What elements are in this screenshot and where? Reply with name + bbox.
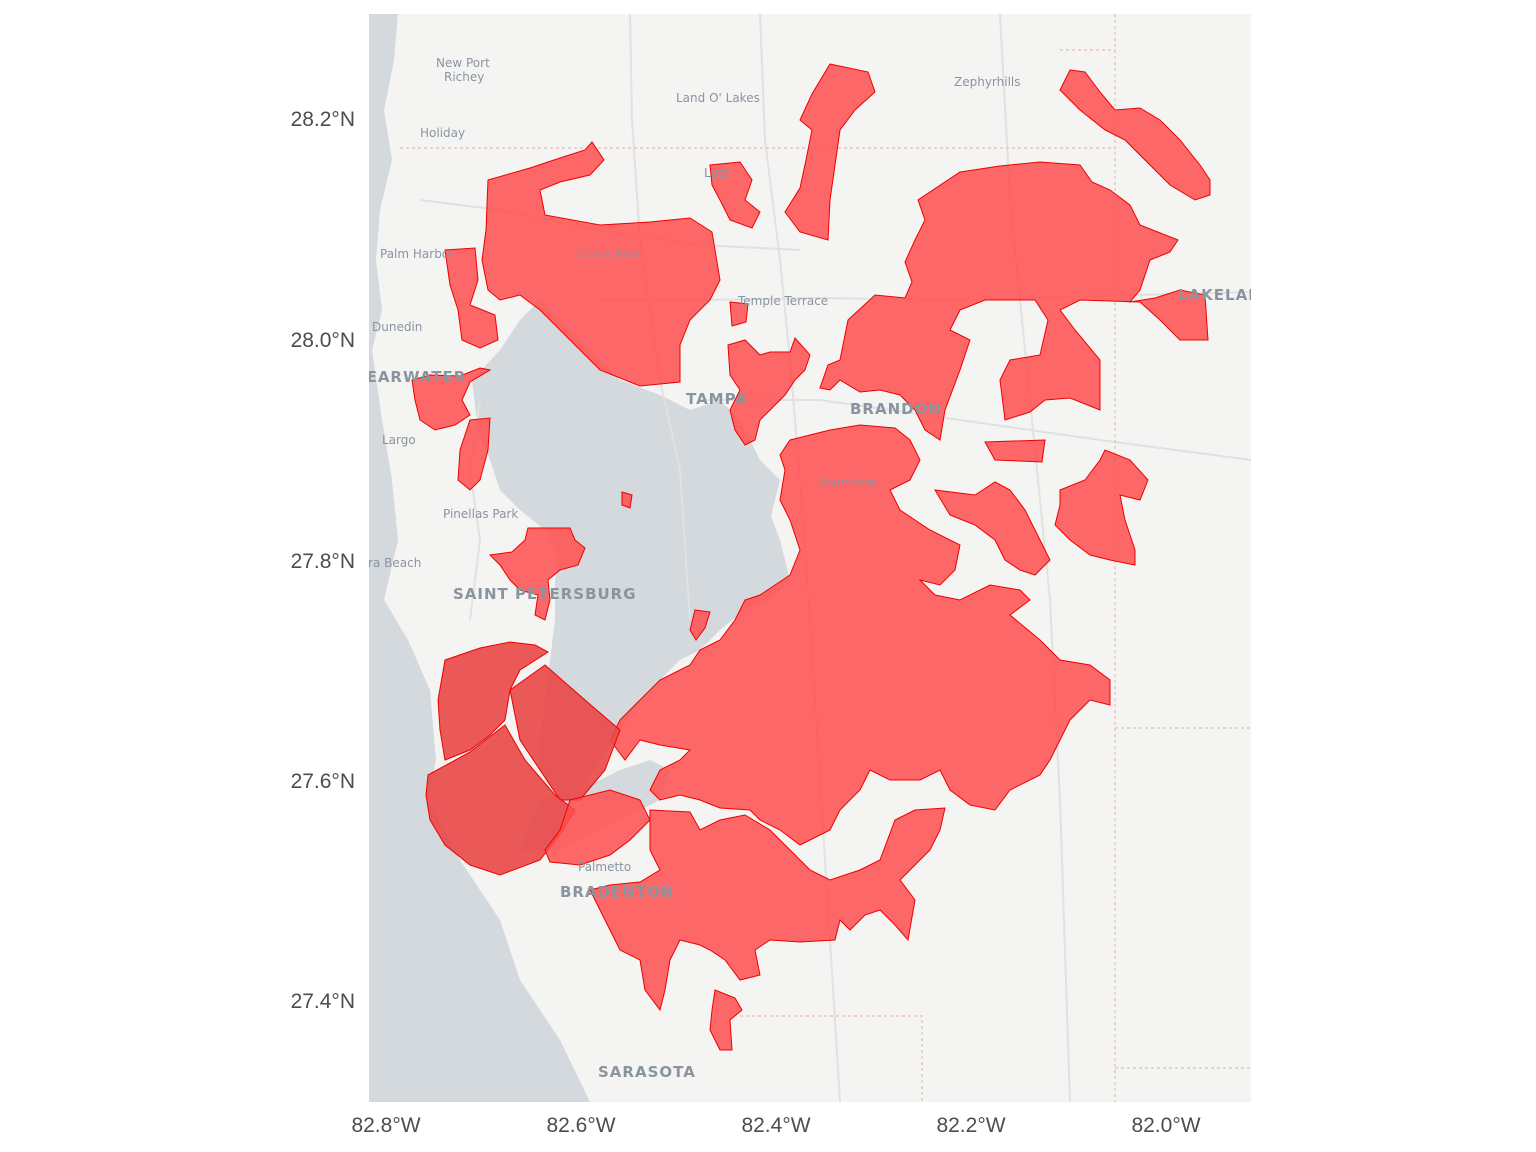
x-tick-label: 82.8°W	[351, 1114, 420, 1137]
y-tick-label: 27.8°N	[291, 550, 355, 573]
place-brandon: BRANDON	[850, 400, 942, 418]
y-axis: 28.2°N 28.0°N 27.8°N 27.6°N 27.4°N	[291, 108, 355, 1013]
place-tampa: TAMPA	[686, 390, 748, 408]
region-lutz	[709, 161, 761, 229]
region-gulfport-small	[689, 609, 711, 641]
place-riverview: Riverview	[818, 475, 877, 489]
region-east-2	[1054, 449, 1149, 566]
place-sarasota: SARASOTA	[598, 1063, 696, 1081]
gulf-water	[369, 14, 590, 1102]
place-new-port-richey-2: Richey	[444, 70, 484, 84]
x-axis: 82.8°W 82.6°W 82.4°W 82.2°W 82.0°W	[351, 1114, 1200, 1137]
place-madeira-beach: Madeira Beach	[332, 556, 421, 570]
place-largo: Largo	[382, 433, 416, 447]
region-pinellas-small	[621, 491, 633, 509]
y-tick-label: 28.2°N	[291, 108, 355, 131]
region-tampa-east	[727, 337, 811, 446]
place-holiday: Holiday	[420, 126, 465, 140]
region-clearwater	[411, 367, 492, 431]
place-clearwater: CLEARWATER	[344, 368, 466, 386]
place-lakeland: LAKELAND	[1178, 286, 1275, 304]
y-tick-label: 28.0°N	[291, 329, 355, 352]
x-tick-label: 82.4°W	[741, 1114, 810, 1137]
region-myakka	[709, 989, 743, 1051]
region-lower-bay-a	[437, 641, 549, 761]
place-labels: New Port Richey Holiday Land O' Lakes Ze…	[332, 56, 1275, 1081]
place-saint-petersburg: SAINT PETERSBURG	[453, 585, 637, 603]
place-zephyrhills: Zephyrhills	[954, 75, 1021, 89]
region-ne-cluster	[819, 161, 1209, 441]
region-largo	[457, 417, 491, 491]
place-citrus-park: Citrus Park	[576, 247, 641, 261]
y-tick-label: 27.4°N	[291, 990, 355, 1013]
x-tick-label: 82.0°W	[1131, 1114, 1200, 1137]
region-plant-city-small	[984, 439, 1046, 463]
region-nw-2	[444, 247, 499, 349]
region-st-pete	[488, 527, 586, 621]
region-riverview	[609, 424, 1111, 846]
place-palmetto: Palmetto	[578, 860, 631, 874]
overlay-regions	[411, 63, 1211, 1051]
region-ne-strip	[784, 63, 876, 241]
map-panel[interactable]: New Port Richey Holiday Land O' Lakes Ze…	[332, 14, 1275, 1102]
region-palmetto	[544, 789, 651, 866]
place-new-port-richey-1: New Port	[436, 56, 490, 70]
region-ne-arm	[1059, 69, 1211, 201]
region-lower-bay-b	[509, 664, 621, 801]
place-palm-harbor: Palm Harbor	[380, 247, 454, 261]
region-temple-terrace	[729, 301, 749, 327]
y-tick-label: 27.6°N	[291, 770, 355, 793]
region-bradenton	[589, 807, 946, 1012]
place-temple-terrace: Temple Terrace	[737, 294, 828, 308]
region-nw-1	[481, 141, 721, 387]
place-land-o-lakes: Land O' Lakes	[676, 91, 760, 105]
hillsborough-bay-water	[690, 400, 780, 540]
place-bradenton: BRADENTON	[560, 883, 674, 901]
place-lutz: Lutz	[704, 166, 729, 180]
place-dunedin: Dunedin	[372, 320, 422, 334]
x-tick-label: 82.2°W	[936, 1114, 1005, 1137]
place-pinellas-park: Pinellas Park	[443, 507, 518, 521]
x-tick-label: 82.6°W	[546, 1114, 615, 1137]
region-east-1	[934, 481, 1051, 576]
